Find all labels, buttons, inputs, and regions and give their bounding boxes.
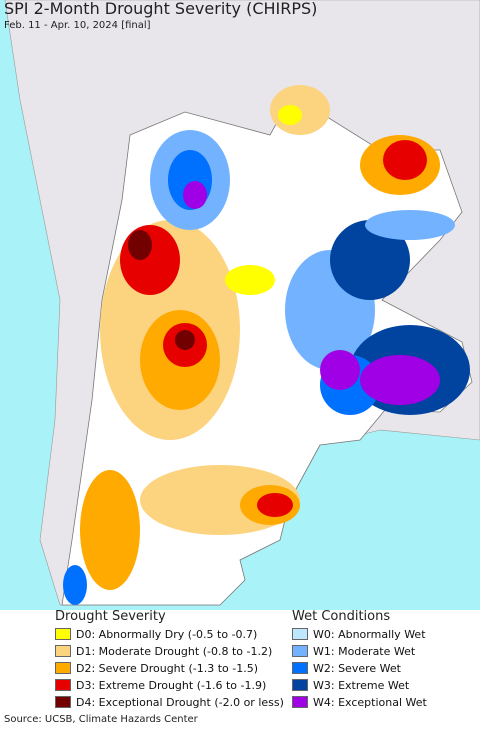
legend-label: W3: Extreme Wet xyxy=(313,678,410,692)
legend-label: W0: Abnormally Wet xyxy=(313,627,426,641)
area-w4 xyxy=(320,350,360,390)
wet-areas xyxy=(63,130,470,605)
legend-item: W2: Severe Wet xyxy=(292,660,401,676)
legend-item: D1: Moderate Drought (-0.8 to -1.2) xyxy=(55,643,272,659)
map xyxy=(0,0,480,610)
legend-swatch xyxy=(55,628,71,640)
area-w4 xyxy=(183,181,207,209)
legend-title: Drought Severity xyxy=(55,609,166,624)
area-d2 xyxy=(80,470,140,590)
subtitle: Feb. 11 - Apr. 10, 2024 [final] xyxy=(4,20,151,31)
area-w4 xyxy=(360,355,440,405)
drought-areas xyxy=(80,85,440,590)
area-w3 xyxy=(330,220,410,300)
legend-item: W1: Moderate Wet xyxy=(292,643,415,659)
legend-swatch xyxy=(55,696,71,708)
legend-label: D2: Severe Drought (-1.3 to -1.5) xyxy=(76,661,259,675)
legend-swatch xyxy=(55,645,71,657)
legend-item: W4: Exceptional Wet xyxy=(292,694,427,710)
legend-title: Wet Conditions xyxy=(292,609,391,624)
legend-swatch xyxy=(292,679,308,691)
area-d3 xyxy=(120,225,180,295)
area-w2 xyxy=(63,565,87,605)
legend-label: W4: Exceptional Wet xyxy=(313,695,427,709)
title: SPI 2-Month Drought Severity (CHIRPS) xyxy=(4,0,318,18)
legend-item: D3: Extreme Drought (-1.6 to -1.9) xyxy=(55,677,266,693)
legend-item: D0: Abnormally Dry (-0.5 to -0.7) xyxy=(55,626,257,642)
legend-item: D2: Severe Drought (-1.3 to -1.5) xyxy=(55,660,258,676)
legend-item: W3: Extreme Wet xyxy=(292,677,409,693)
legend-item: D4: Exceptional Drought (-2.0 or less) xyxy=(55,694,284,710)
area-w1 xyxy=(365,210,455,240)
area-d4 xyxy=(128,230,152,260)
legend-label: D3: Extreme Drought (-1.6 to -1.9) xyxy=(76,678,267,692)
legend-swatch xyxy=(55,662,71,674)
legend-swatch xyxy=(55,679,71,691)
area-d3 xyxy=(383,140,427,180)
legend-swatch xyxy=(292,662,308,674)
legend-label: W1: Moderate Wet xyxy=(313,644,416,658)
legend-swatch xyxy=(292,645,308,657)
area-d0 xyxy=(225,265,275,295)
source: Source: UCSB, Climate Hazards Center xyxy=(4,714,198,725)
area-d0 xyxy=(278,105,302,125)
legend-item: W0: Abnormally Wet xyxy=(292,626,426,642)
legend-label: D1: Moderate Drought (-0.8 to -1.2) xyxy=(76,644,273,658)
legend-swatch xyxy=(292,696,308,708)
area-d3 xyxy=(257,493,293,517)
legend-label: D4: Exceptional Drought (-2.0 or less) xyxy=(76,695,284,709)
area-d4 xyxy=(175,330,195,350)
legend-label: W2: Severe Wet xyxy=(313,661,401,675)
legend-swatch xyxy=(292,628,308,640)
legend-label: D0: Abnormally Dry (-0.5 to -0.7) xyxy=(76,627,258,641)
